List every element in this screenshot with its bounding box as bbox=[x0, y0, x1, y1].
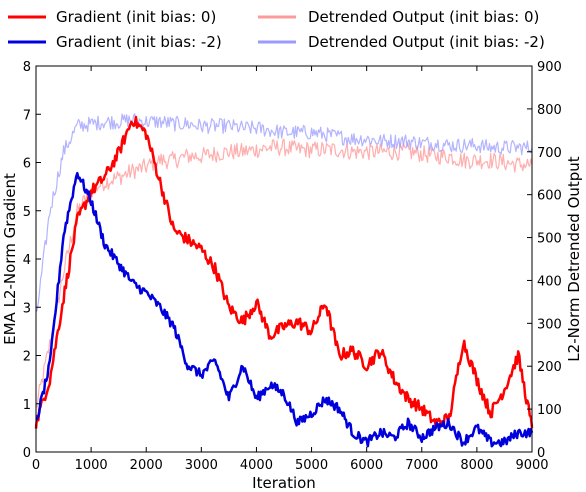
legend-label-out-bias-2: Detrended Output (init bias: -2) bbox=[308, 33, 545, 51]
x-tick-label: 0 bbox=[32, 458, 40, 473]
x-tick-label: 6000 bbox=[350, 458, 383, 473]
x-tick-label: 7000 bbox=[405, 458, 438, 473]
y-axis-label-left: EMA L2-Norm Gradient bbox=[1, 173, 19, 345]
y-left-tick-label: 4 bbox=[23, 253, 31, 268]
y-right-tick-label: 800 bbox=[537, 103, 562, 118]
y-right-tick-label: 0 bbox=[537, 446, 545, 461]
y-right-tick-label: 400 bbox=[537, 274, 562, 289]
y-right-tick-label: 700 bbox=[537, 146, 562, 161]
y-right-tick-label: 600 bbox=[537, 189, 562, 204]
y-right-tick-label: 100 bbox=[537, 403, 562, 418]
y-left-tick-label: 1 bbox=[23, 398, 31, 413]
y-axis-label-right: L2-Norm Detrended Output bbox=[565, 156, 583, 361]
legend-label-out-bias0: Detrended Output (init bias: 0) bbox=[308, 8, 539, 26]
x-tick-label: 3000 bbox=[185, 458, 218, 473]
y-left-tick-label: 7 bbox=[23, 108, 31, 123]
y-left-tick-label: 5 bbox=[23, 205, 31, 220]
x-tick-label: 9000 bbox=[515, 458, 548, 473]
series-line-2 bbox=[35, 138, 533, 408]
y-left-tick-label: 2 bbox=[23, 350, 31, 365]
y-right-tick-label: 900 bbox=[537, 60, 562, 75]
legend-label-grad-bias-2: Gradient (init bias: -2) bbox=[56, 33, 222, 51]
plot-frame bbox=[35, 65, 533, 453]
y-right-tick-label: 200 bbox=[537, 360, 562, 375]
x-tick-label: 5000 bbox=[295, 458, 328, 473]
x-axis-label: Iteration bbox=[252, 474, 316, 492]
y-right-tick-label: 300 bbox=[537, 317, 562, 332]
legend: Gradient (init bias: 0) Gradient (init b… bbox=[8, 8, 545, 51]
series-line-0 bbox=[34, 115, 534, 429]
y-left-tick-label: 0 bbox=[23, 446, 31, 461]
x-tick-label: 4000 bbox=[240, 458, 273, 473]
y-right-tick-label: 500 bbox=[537, 232, 562, 247]
x-tick-label: 2000 bbox=[130, 458, 163, 473]
plot-series bbox=[34, 113, 534, 448]
x-tick-label: 1000 bbox=[75, 458, 108, 473]
series-line-3 bbox=[35, 113, 533, 313]
x-tick-label: 8000 bbox=[460, 458, 493, 473]
series-line-1 bbox=[35, 171, 534, 448]
ticks: 0 1000 2000 3000 4000 5000 6000 7000 8000 9000012… bbox=[23, 60, 562, 473]
y-left-tick-label: 8 bbox=[23, 60, 31, 75]
legend-label-grad-bias0: Gradient (init bias: 0) bbox=[56, 8, 216, 26]
y-left-tick-label: 6 bbox=[23, 157, 31, 172]
y-left-tick-label: 3 bbox=[23, 301, 31, 316]
